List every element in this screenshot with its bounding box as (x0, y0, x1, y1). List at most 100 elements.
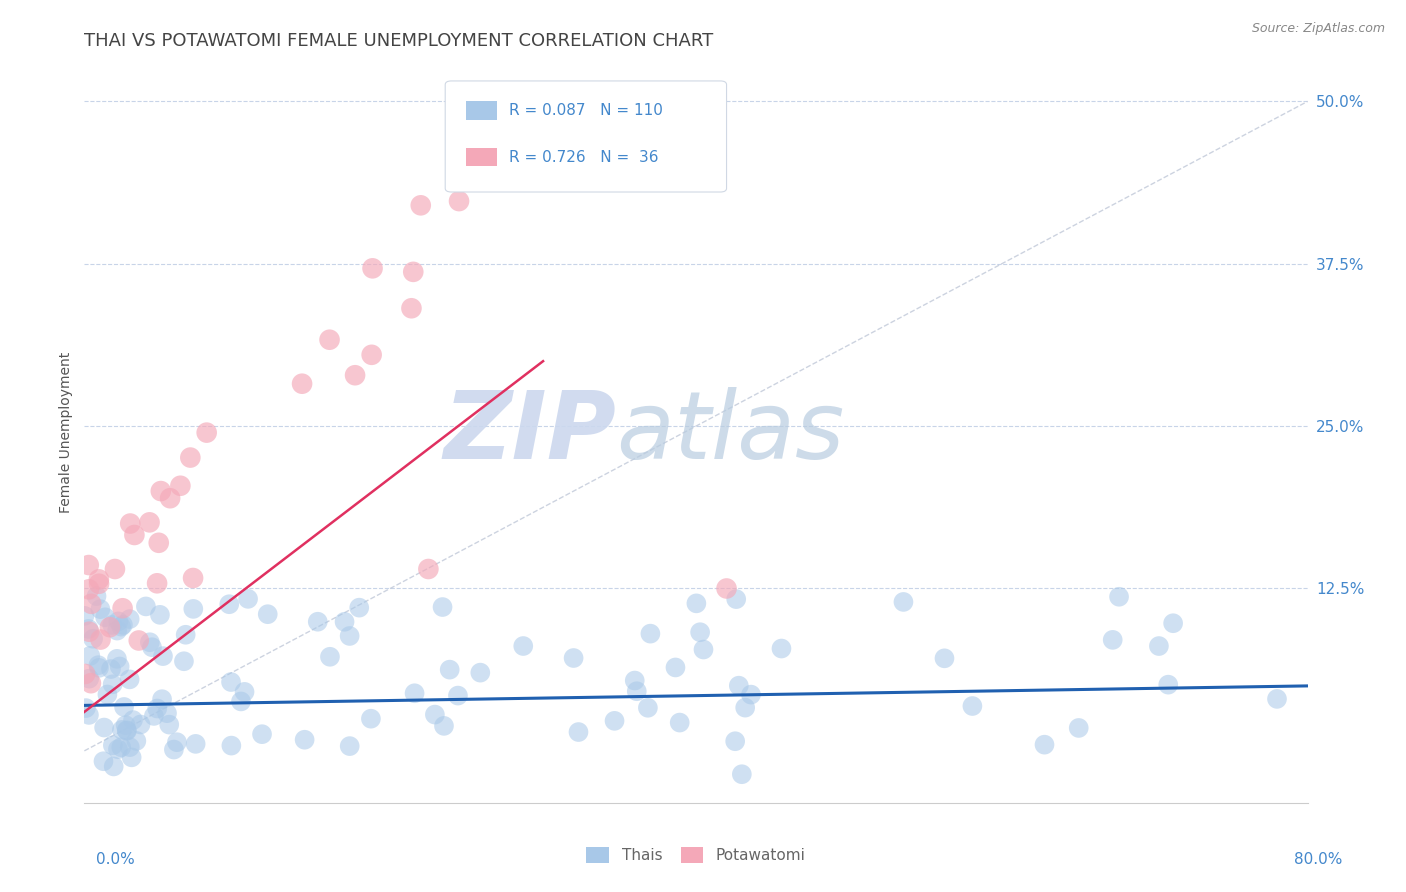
Point (115, 723, 138, 738)
Point (236, 591, 259, 606)
Point (77, 672, 100, 686)
Point (73, 608, 96, 623)
Point (82, 632, 104, 646)
Point (637, 700, 659, 714)
Point (149, 607, 172, 622)
FancyBboxPatch shape (465, 102, 496, 120)
Text: 80.0%: 80.0% (1295, 852, 1343, 867)
Point (112, 700, 135, 714)
Point (101, 618, 124, 632)
Point (716, 582, 738, 596)
Point (404, 686, 426, 700)
Point (98, 620, 121, 634)
Point (470, 665, 492, 680)
Point (86, 589, 108, 603)
Point (87, 576, 110, 591)
Point (1067, 721, 1090, 735)
Text: R = 0.726   N =  36: R = 0.726 N = 36 (509, 150, 658, 165)
Point (339, 629, 361, 643)
Point (124, 528, 146, 542)
Point (105, 652, 128, 666)
Point (139, 635, 162, 649)
Point (173, 654, 195, 668)
Point (307, 615, 329, 629)
Point (256, 607, 278, 622)
Point (169, 479, 191, 493)
Point (163, 742, 186, 756)
Point (725, 592, 748, 607)
Point (110, 619, 132, 633)
Point (349, 600, 371, 615)
Point (219, 675, 242, 690)
Point (692, 642, 714, 657)
Point (135, 599, 157, 614)
Point (233, 685, 256, 699)
Point (221, 739, 243, 753)
Point (668, 715, 690, 730)
Point (1033, 738, 1056, 752)
Point (664, 660, 686, 674)
Legend: Thais, Potawatomi: Thais, Potawatomi (581, 841, 811, 869)
Point (129, 717, 152, 731)
Text: atlas: atlas (616, 387, 845, 478)
Point (339, 739, 361, 753)
Point (319, 649, 342, 664)
Point (79, 648, 101, 663)
Point (567, 725, 589, 739)
Point (603, 714, 626, 728)
Point (77, 707, 100, 722)
Point (107, 615, 129, 629)
Point (138, 516, 160, 530)
Point (689, 625, 711, 640)
Point (120, 516, 142, 531)
Point (87, 661, 110, 675)
Point (96, 688, 118, 702)
Point (166, 735, 188, 749)
Point (423, 707, 446, 722)
Point (439, 663, 461, 677)
Point (128, 633, 150, 648)
Point (218, 597, 240, 611)
Point (640, 626, 662, 640)
Point (105, 624, 128, 638)
Point (104, 562, 127, 576)
Point (734, 700, 756, 714)
Point (115, 723, 138, 738)
Point (333, 615, 356, 629)
Point (447, 194, 470, 208)
Point (318, 333, 340, 347)
Point (195, 425, 218, 440)
Point (110, 740, 132, 755)
Point (80, 676, 103, 690)
Point (159, 491, 181, 506)
Point (111, 618, 134, 632)
Point (77, 582, 100, 597)
Point (727, 679, 749, 693)
Point (361, 261, 384, 276)
Point (101, 677, 124, 691)
Text: Source: ZipAtlas.com: Source: ZipAtlas.com (1251, 22, 1385, 36)
Text: R = 0.087   N = 110: R = 0.087 N = 110 (509, 103, 662, 118)
Point (433, 719, 456, 733)
Point (250, 727, 273, 741)
Point (93, 721, 115, 735)
Point (149, 484, 172, 499)
Point (181, 571, 204, 585)
Point (484, 168, 506, 182)
Point (1147, 639, 1170, 653)
Point (87, 658, 110, 673)
Point (360, 712, 382, 726)
Point (512, 639, 534, 653)
Point (75, 701, 97, 715)
Point (1265, 692, 1288, 706)
Point (156, 706, 179, 721)
Text: ZIP: ZIP (443, 386, 616, 479)
Point (75, 667, 97, 681)
FancyBboxPatch shape (446, 81, 727, 192)
Point (291, 376, 314, 391)
Point (685, 596, 707, 610)
Point (893, 595, 915, 609)
Point (402, 265, 425, 279)
Point (101, 739, 124, 753)
Point (432, 600, 454, 615)
